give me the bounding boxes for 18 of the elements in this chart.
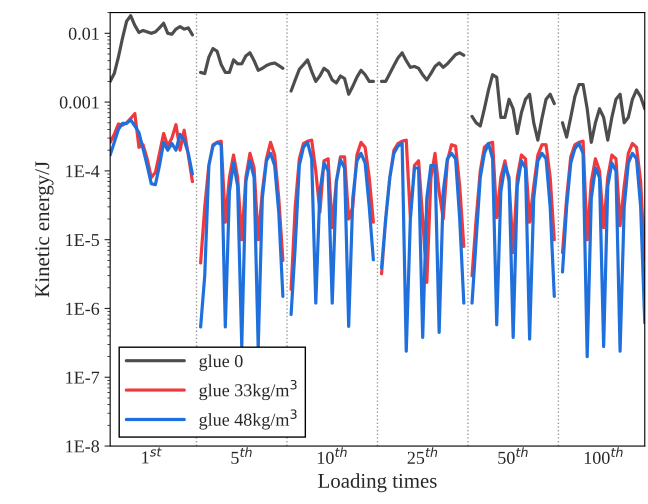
x-tick-label: 100$^{th}$ [584,447,623,464]
x-tick-label: 25$^{th}$ [408,447,438,464]
x-tick-label: 5$^{th}$ [231,447,252,464]
y-tick-label: 0.001 [60,96,99,109]
legend-label: glue 33kg/m$^{3}$ [199,380,297,400]
y-axis-title: Kinetic energy/J [35,161,54,298]
y-tick-label: 1E-8 [66,440,100,452]
y-tick-label: 1E-5 [66,234,100,246]
y-tick-label: 1E-7 [66,372,100,384]
legend-label: glue 48kg/m$^{3}$ [199,409,297,430]
y-tick-label: 1E-4 [66,165,100,178]
x-tick-label: 1$^{st}$ [142,448,162,464]
legend-label: glue 0 [199,354,243,371]
x-axis-title: Loading times [318,473,437,492]
y-tick-label: 0.01 [68,28,99,40]
x-tick-label: 50$^{th}$ [498,447,528,464]
y-tick-label: 1E-6 [66,302,100,315]
x-tick-label: 10$^{th}$ [318,447,347,464]
